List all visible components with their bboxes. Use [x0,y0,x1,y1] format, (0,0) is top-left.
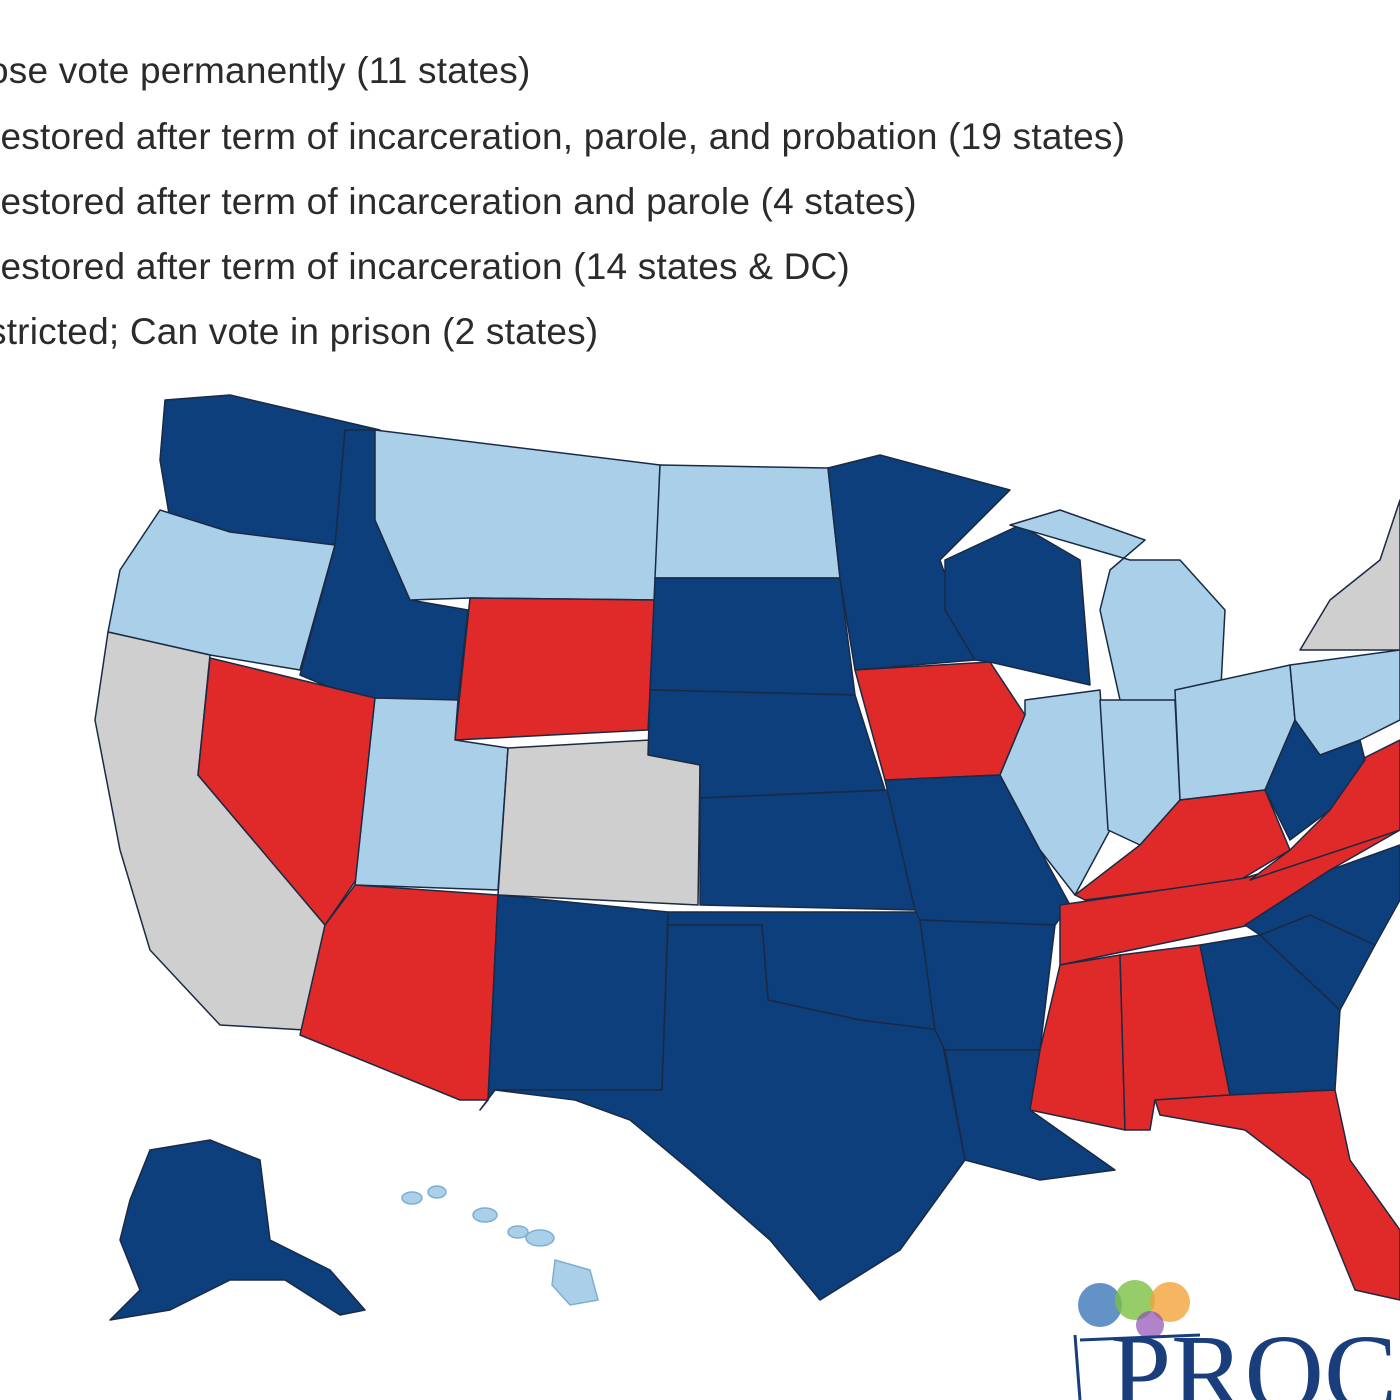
state-wyoming [454,597,656,741]
state-texas [494,924,966,1301]
state-colorado [497,739,701,906]
state-mississippi [1029,954,1126,1131]
state-south-dakota [649,577,856,696]
legend-item-parole-probation: restored after term of incarceration, pa… [0,116,1126,157]
legend-item-parole: restored after term of incarceration and… [0,181,917,222]
state-arkansas [919,919,1056,1051]
state-pennsylvania [1289,649,1400,756]
state-kentucky [1074,789,1291,901]
state-new-york [1299,499,1400,651]
state-hawaii [401,1185,599,1306]
state-north-dakota [654,464,841,579]
procon-logo-icon [1073,1280,1201,1400]
procon-logo-text: PROC [1110,1312,1397,1400]
state-iowa [854,661,1026,781]
state-montana [374,429,661,601]
state-kansas [699,789,916,911]
legend-item-lose-permanently: ose vote permanently (11 states) [0,50,531,91]
us-map: PROC [94,394,1400,1400]
state-nevada [197,657,376,926]
state-florida [1154,1089,1400,1301]
state-north-carolina [1244,844,1400,946]
state-alaska [109,1139,366,1321]
state-georgia [1199,934,1341,1096]
legend-item-incarceration: restored after term of incarceration (14… [0,246,850,287]
state-new-mexico [479,894,669,1111]
legend-item-unrestricted: stricted; Can vote in prison (2 states) [0,311,599,352]
map-legend: ose vote permanently (11 states) restore… [0,0,1400,370]
state-oregon [107,509,336,671]
